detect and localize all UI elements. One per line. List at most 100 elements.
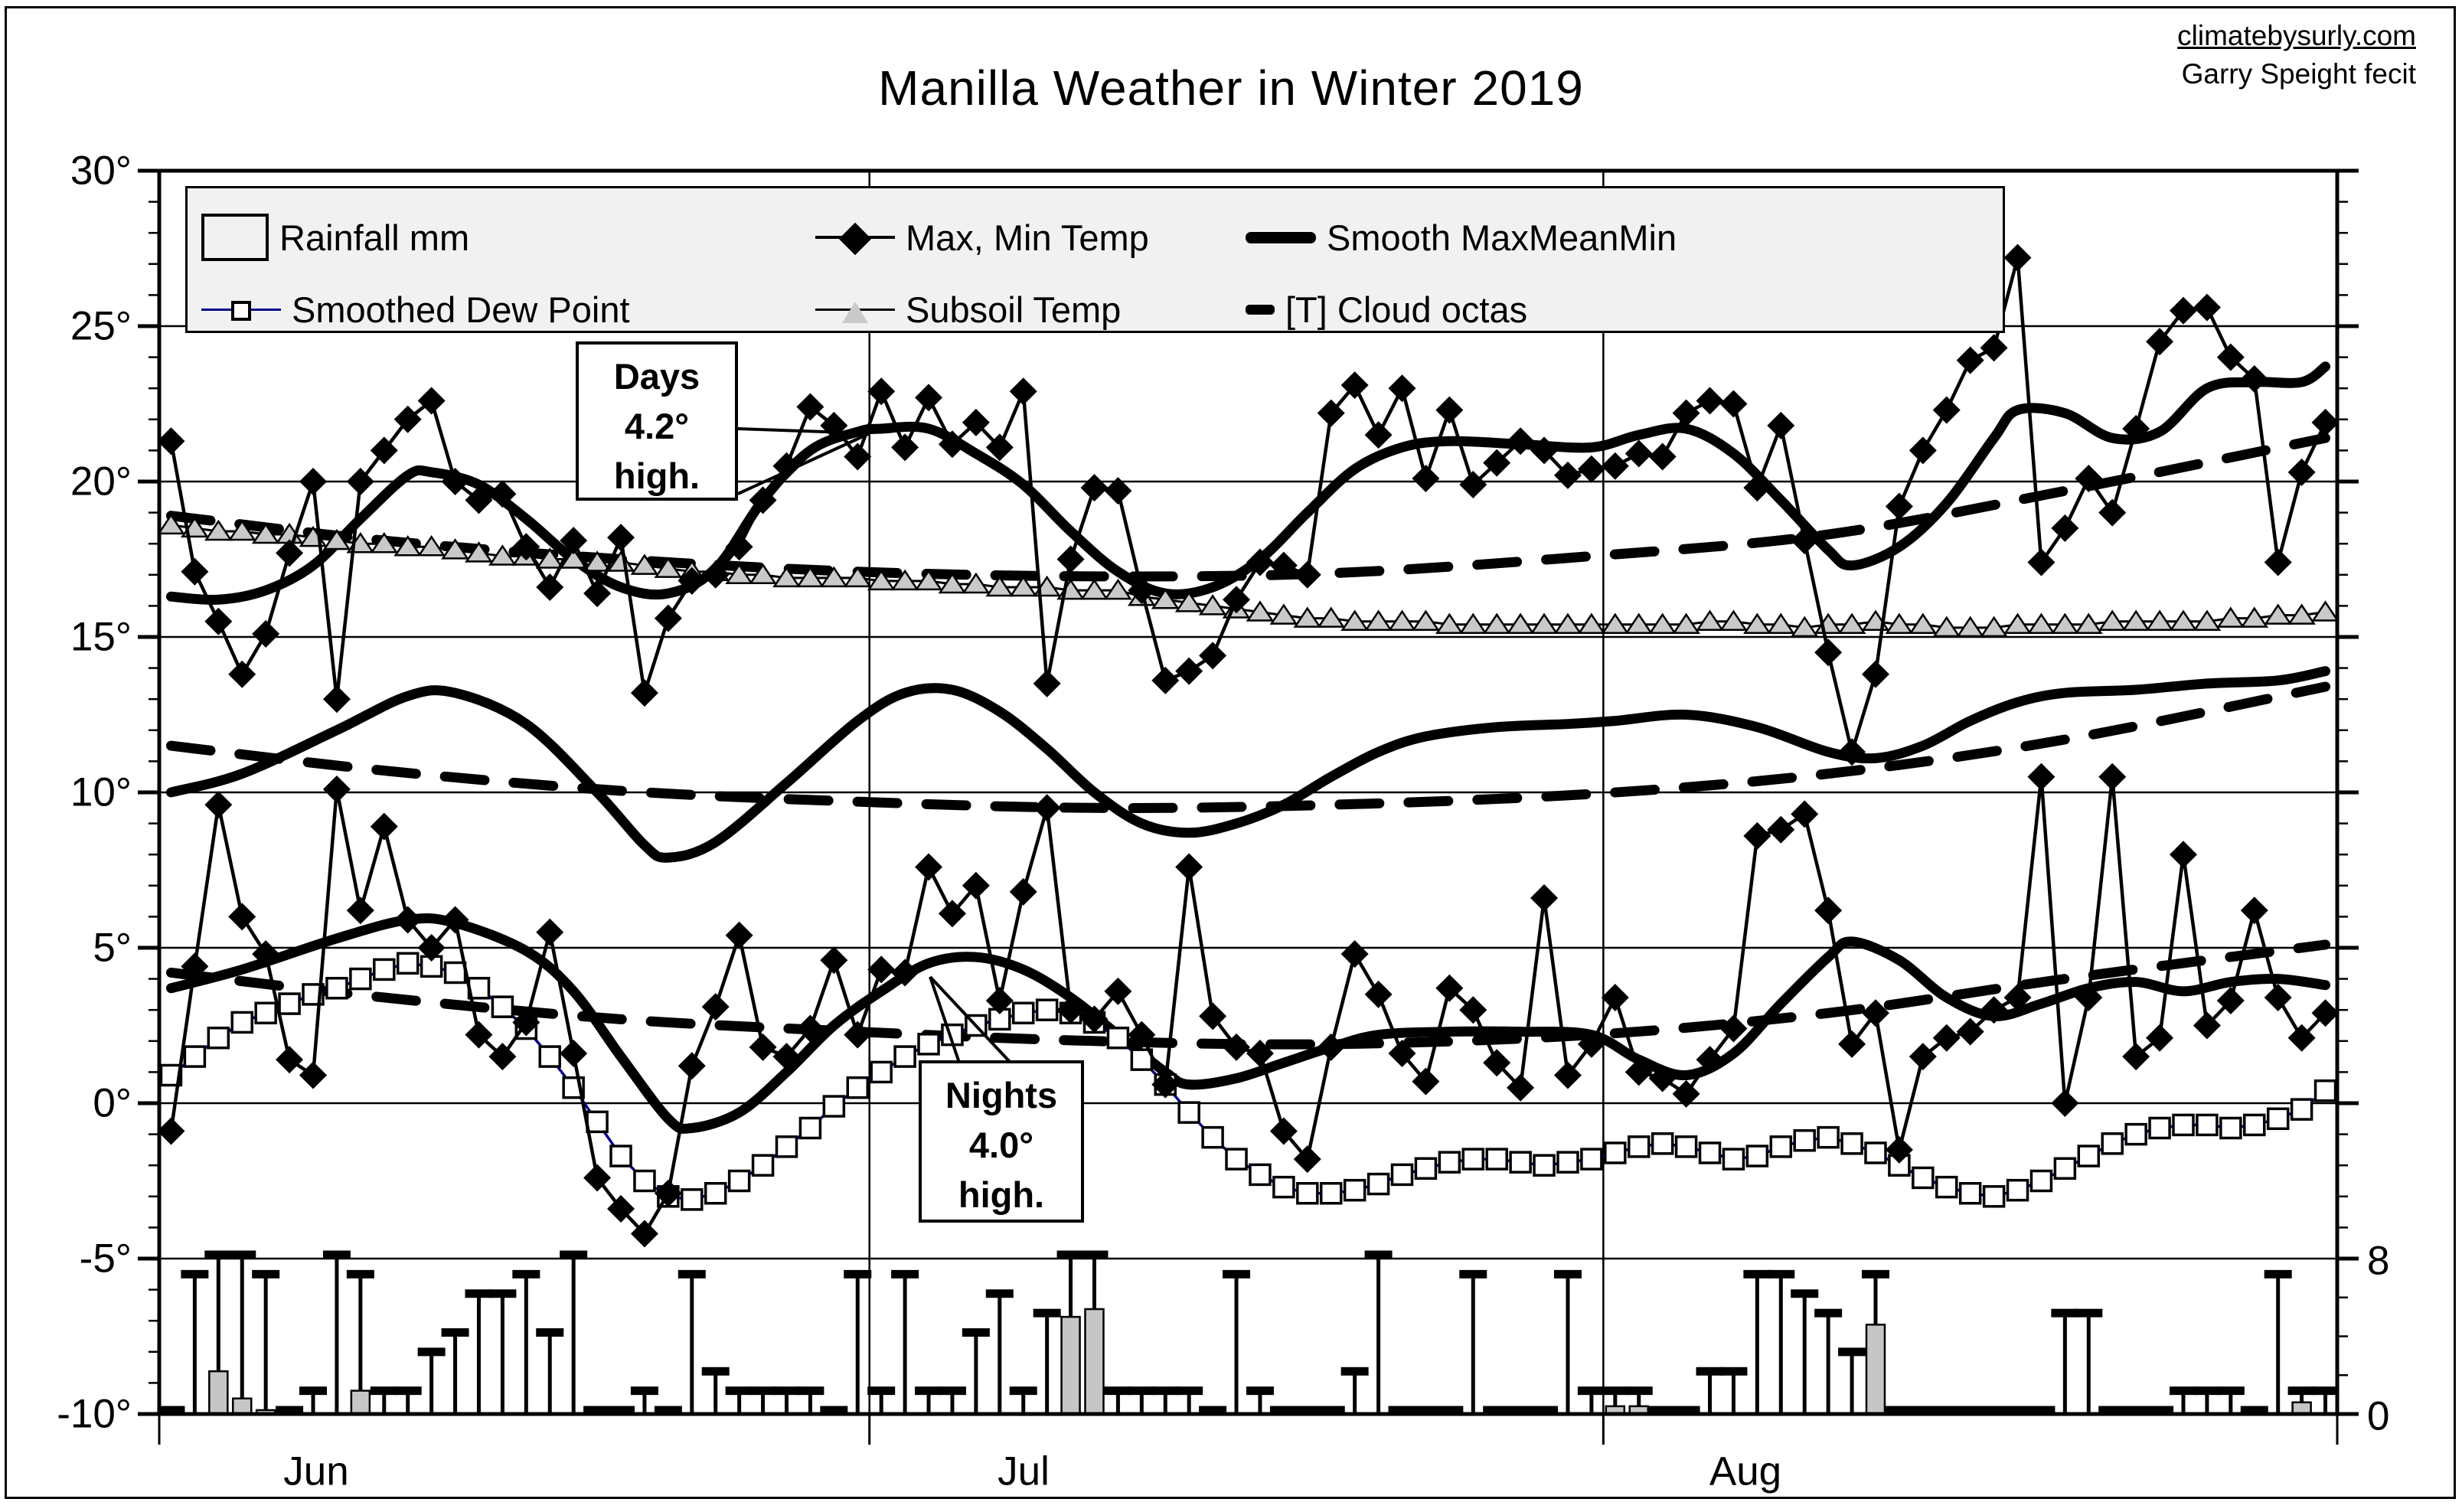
subsoil-triangle-marker <box>1885 612 1914 635</box>
attribution: climatebysurly.com Garry Speight fecit <box>2177 17 2416 93</box>
x-axis-month-label: Jul <box>998 1448 1050 1494</box>
min-temp-diamond-marker <box>536 918 564 946</box>
max-temp-diamond-marker <box>1009 377 1037 406</box>
min-temp-diamond-marker <box>1412 1067 1440 1096</box>
min-temp-diamond-marker <box>1151 1070 1180 1099</box>
max-temp-diamond-marker <box>772 452 801 480</box>
max-temp-diamond-marker <box>749 486 777 514</box>
min-temp-diamond-marker <box>1507 1073 1535 1102</box>
subsoil-triangle-marker <box>1198 594 1227 616</box>
legend-label: [T] Cloud octas <box>1285 289 1528 330</box>
subsoil-triangle-marker <box>204 519 233 541</box>
subsoil-triangle-marker <box>1317 606 1346 628</box>
max-temp-diamond-marker <box>1577 455 1605 483</box>
normal-mean-line <box>165 681 2331 813</box>
min-temp-diamond-marker <box>1009 877 1037 906</box>
dew-point-square-marker <box>2243 1113 2266 1137</box>
dew-point-square-marker <box>1438 1151 1461 1174</box>
legend-item-subsoil: Subsoil Temp <box>815 286 1121 332</box>
dew-point-square-marker <box>1817 1125 1840 1149</box>
max-temp-diamond-marker <box>1719 390 1748 418</box>
max-temp-diamond-marker <box>157 427 185 456</box>
dew-point-square-marker <box>373 958 396 981</box>
min-temp-diamond-marker <box>228 903 256 931</box>
dew-point-square-marker <box>2124 1122 2147 1146</box>
min-temp-diamond-marker <box>2146 1024 2174 1052</box>
min-temp-diamond-marker <box>1861 999 1889 1027</box>
subsoil-triangle-marker <box>1932 616 1961 638</box>
rain-bar <box>1060 1315 1081 1416</box>
min-temp-diamond-marker <box>1719 1014 1748 1043</box>
days-callout-leader <box>737 432 870 495</box>
max-temp-diamond-marker <box>1483 449 1511 477</box>
max-temp-diamond-marker <box>393 405 422 433</box>
dew-point-square-marker <box>917 1033 940 1056</box>
min-temp-diamond-marker <box>985 987 1014 1015</box>
max-temp-diamond-marker <box>2146 328 2174 356</box>
min-temp-diamond-marker <box>393 906 422 934</box>
min-temp-diamond-marker <box>654 1179 682 1207</box>
subsoil-line <box>171 524 2326 629</box>
triangle-marker-icon <box>815 301 895 323</box>
min-temp-diamond-marker <box>2311 999 2340 1027</box>
min-temp-diamond-marker <box>512 1008 540 1037</box>
dew-point-square-marker <box>396 952 420 975</box>
subsoil-triangle-marker <box>725 563 753 585</box>
min-temp-diamond-marker <box>1056 996 1085 1024</box>
min-temp-diamond-marker <box>583 1164 612 1192</box>
max-temp-diamond-marker <box>891 433 919 462</box>
subsoil-triangle-marker <box>1909 612 1938 635</box>
max-temp-diamond-marker <box>1838 738 1866 766</box>
subsoil-triangle-marker <box>2311 600 2340 622</box>
y-axis-tick-label: 30° <box>70 148 132 194</box>
dew-point-square-marker <box>775 1135 798 1158</box>
legend-box: Rainfall mm Max, Min Temp Smooth MaxMean… <box>185 186 2005 333</box>
min-temp-diamond-marker <box>1672 1079 1700 1108</box>
min-temp-diamond-marker <box>1483 1049 1511 1077</box>
subsoil-triangle-marker <box>1080 578 1109 600</box>
dew-point-square-marker <box>822 1095 846 1118</box>
subsoil-triangle-marker <box>1458 612 1487 635</box>
legend-item-dew-point: Smoothed Dew Point <box>201 286 630 332</box>
legend-label: Rainfall mm <box>279 217 470 258</box>
max-temp-diamond-marker <box>1507 427 1535 456</box>
max-temp-diamond-marker <box>985 433 1014 462</box>
subsoil-triangle-marker <box>2074 612 2103 635</box>
subsoil-triangle-marker <box>1269 603 1298 625</box>
dew-point-square-marker <box>1390 1163 1414 1187</box>
dew-point-square-marker <box>1106 1026 1130 1050</box>
dew-point-square-marker <box>207 1026 230 1050</box>
subsoil-triangle-marker <box>2051 612 2079 635</box>
max-temp-diamond-marker <box>1317 399 1345 427</box>
subsoil-triangle-marker <box>938 572 967 594</box>
dew-point-square-marker <box>1769 1135 1793 1158</box>
max-temp-diamond-marker <box>796 393 824 421</box>
max-temp-diamond-marker <box>2169 296 2197 325</box>
dew-point-square-marker <box>1698 1141 1722 1164</box>
min-temp-diamond-marker <box>678 1052 706 1080</box>
max-temp-diamond-marker <box>725 533 753 561</box>
subsoil-triangle-marker <box>1719 609 1748 631</box>
annotation-nights: Nights 4.0° high. <box>919 1060 1084 1223</box>
max-temp-diamond-marker <box>181 557 209 586</box>
subsoil-triangle-marker <box>2287 603 2316 625</box>
max-temp-diamond-marker <box>1885 492 1913 521</box>
legend-label: Smoothed Dew Point <box>292 289 630 330</box>
legend-item-rainfall: Rainfall mm <box>201 214 470 261</box>
min-temp-diamond-marker <box>1246 1040 1274 1068</box>
subsoil-triangle-marker <box>772 566 801 588</box>
dew-point-square-marker <box>1556 1151 1579 1174</box>
dew-point-square-marker <box>1201 1125 1224 1149</box>
dew-point-square-marker <box>538 1045 561 1068</box>
subsoil-triangle-marker <box>1624 612 1654 635</box>
y-axis-tick-label: 5° <box>93 925 132 971</box>
min-temp-diamond-marker <box>820 946 848 975</box>
max-temp-diamond-marker <box>2193 293 2221 322</box>
subsoil-triangle-marker <box>1766 612 1795 635</box>
max-temp-diamond-marker <box>512 533 540 561</box>
max-temp-diamond-marker <box>1364 421 1393 449</box>
dew-point-square-marker <box>2196 1113 2219 1137</box>
max-temp-diamond-marker <box>2240 365 2268 394</box>
right-axis-tick-label: 0 <box>2367 1393 2390 1439</box>
